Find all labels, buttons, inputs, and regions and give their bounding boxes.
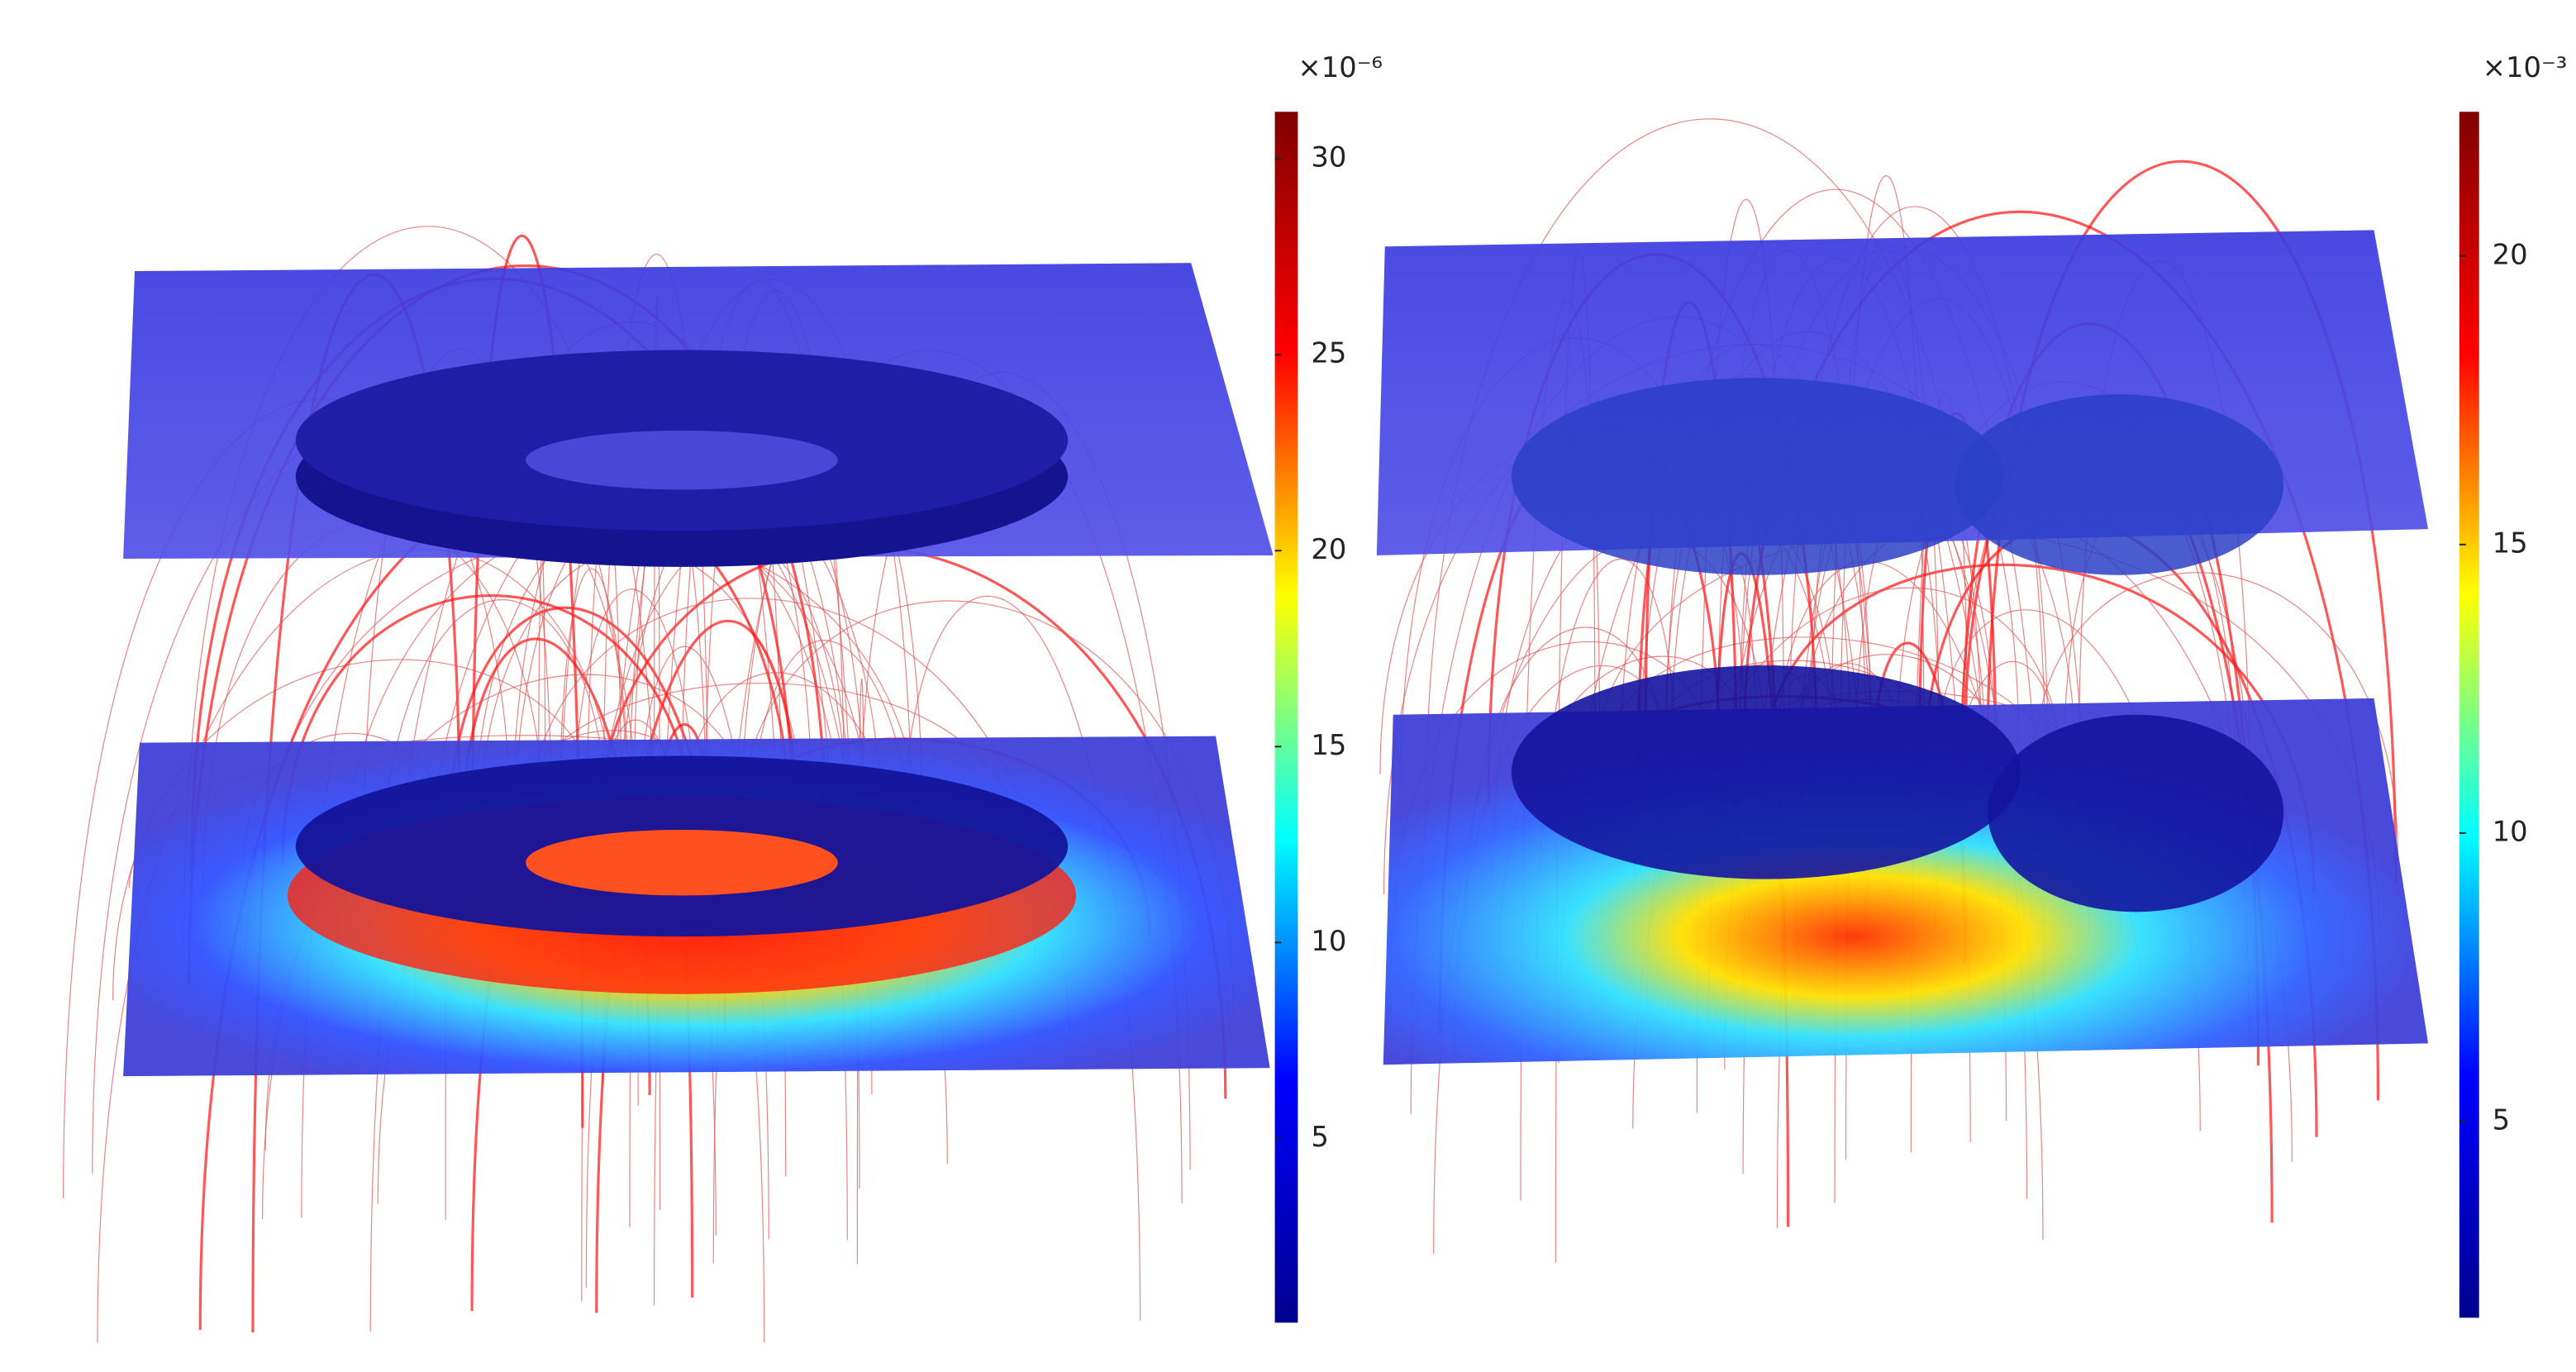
coil-top [1955, 394, 2284, 575]
tick-label: 10 [1311, 925, 1346, 957]
tick-label: 15 [2493, 526, 2528, 559]
colorbar [1274, 112, 1298, 1323]
tick-label: 5 [1311, 1121, 1329, 1153]
tick-label: 30 [1311, 141, 1346, 174]
right-model [1376, 230, 2429, 1065]
colorbars: ×10⁻⁶ 5 10 15 20 25 30 ×10⁻³ 5 10 15 20 [1274, 51, 2568, 1323]
ring-hole [526, 829, 838, 896]
coil-bottom [1988, 714, 2284, 912]
multiplier-label: ×10⁻⁶ [1298, 51, 1383, 83]
tick-label: 25 [1311, 337, 1346, 369]
left-model [123, 263, 1274, 1077]
tick-label: 5 [2493, 1103, 2511, 1136]
coil-bottom [1511, 665, 2021, 879]
tick-label: 10 [2493, 815, 2528, 847]
multiplier-label: ×10⁻³ [2483, 51, 2568, 83]
colorbar [2459, 112, 2479, 1318]
field-line [281, 594, 698, 865]
ring-hole [526, 430, 838, 490]
tick-label: 20 [2493, 238, 2528, 270]
tick-label: 15 [1311, 729, 1346, 761]
coil-top [1511, 378, 2005, 575]
tick-label: 20 [1311, 533, 1346, 565]
